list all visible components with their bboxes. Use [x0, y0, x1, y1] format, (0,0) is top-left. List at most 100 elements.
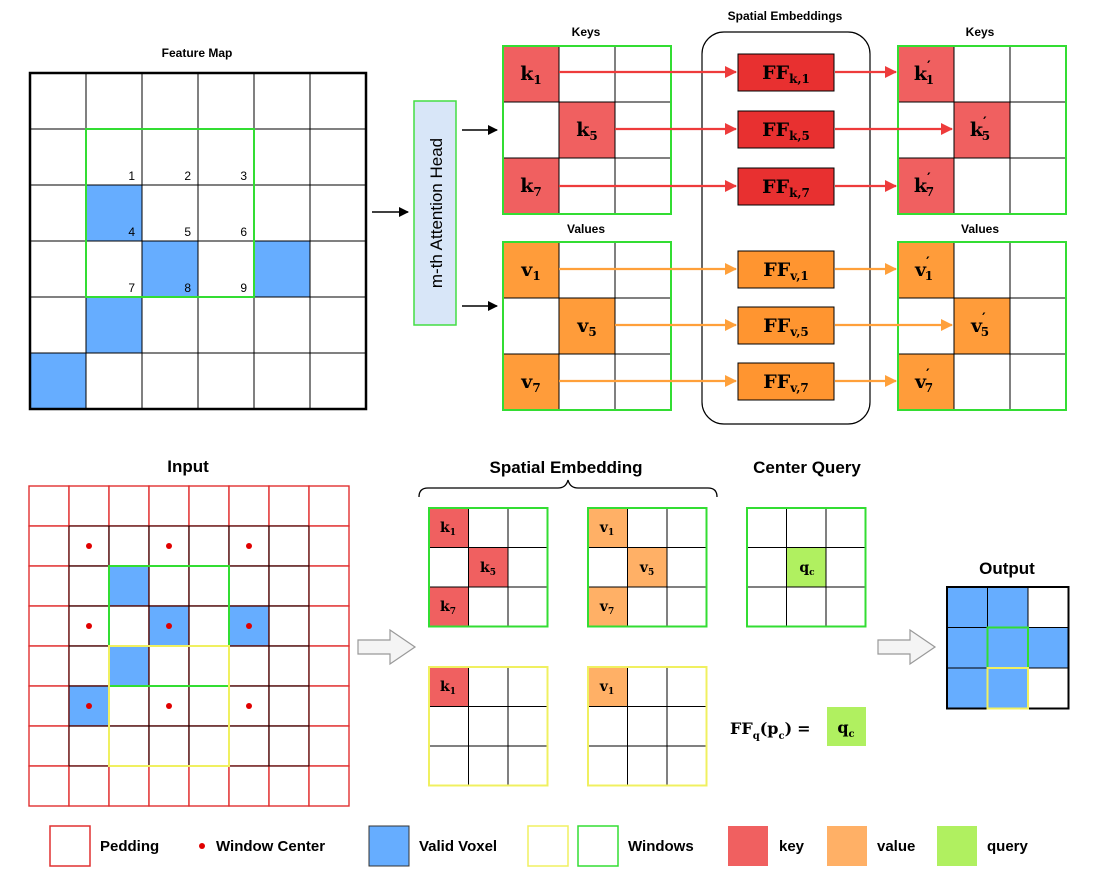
se-value-grid-yellow-cell [627, 745, 668, 786]
formula-arg: (p [760, 719, 779, 738]
keys-cell [558, 101, 616, 159]
keys-out-label-sub: 5 [982, 129, 990, 143]
legend-windows-label: Windows [628, 838, 694, 855]
values-label-sub: 1 [532, 269, 540, 283]
feature-map-cell [253, 72, 311, 130]
window-center-dot [166, 703, 172, 709]
feature-map-cell [197, 352, 255, 410]
ff-sub: v,7 [789, 381, 809, 395]
formula-rhs-sub: c [849, 729, 855, 740]
se-value-grid-yellow-cell [666, 745, 707, 786]
keys-out-label-prime: ′ [983, 115, 987, 131]
formula-ff-sub: q [753, 731, 760, 742]
values-cell [502, 241, 560, 299]
values-out-label-sub: 1 [925, 269, 933, 283]
window-center-dot [86, 703, 92, 709]
keys-label-base: k [520, 63, 534, 85]
values-label-sub: 7 [532, 381, 540, 395]
values-out-label-base: v [914, 371, 927, 393]
se-v5-label: v5 [639, 560, 654, 578]
ff-values-label-7: FFv,7 [763, 371, 809, 395]
keys-label-sub: 5 [589, 129, 597, 143]
legend-query-label: query [987, 838, 1029, 855]
ff-values-box-5 [737, 306, 835, 345]
input-cell [308, 605, 350, 647]
legend-key-swatch [728, 826, 768, 866]
legend-padding-swatch [49, 825, 91, 867]
legend-window-center-dot [199, 843, 205, 849]
input-cell [68, 565, 110, 607]
feature-map-cell [253, 184, 311, 242]
ff-base: FF [763, 315, 790, 337]
window-index-label: 8 [184, 281, 191, 295]
keys-out-cell [897, 157, 955, 215]
input-cell [188, 565, 230, 607]
legend-window-yellow-swatch [527, 825, 569, 867]
values-label-base: v [520, 259, 533, 281]
se-key-grid-cell [428, 586, 469, 627]
se-v7-label-sub: 7 [608, 607, 614, 617]
values-out-cell [953, 353, 1011, 411]
ff-sub: v,1 [789, 269, 809, 283]
input-cell [108, 605, 150, 647]
input-cell [28, 725, 70, 767]
se-k5-label: k5 [480, 560, 496, 578]
keys-out-cell [1009, 157, 1067, 215]
input-cell [108, 525, 150, 567]
input-cell [188, 685, 230, 727]
legend-valid-voxel-swatch [368, 825, 410, 867]
input-cell [268, 525, 310, 567]
window-center-dot [86, 543, 92, 549]
legend-window-center-label: Window Center [216, 838, 325, 855]
output-valid-cell [946, 627, 988, 669]
legend-window-green-swatch [577, 825, 619, 867]
center-query-grid-cell [746, 507, 787, 548]
feature-map-cell [141, 72, 199, 130]
legend-value-label: value [877, 838, 915, 855]
input-cell [268, 725, 310, 767]
center-query-grid-cell [786, 547, 827, 588]
input-window-green [108, 565, 230, 687]
feature-map-cell [253, 128, 311, 186]
curly-brace [418, 479, 718, 498]
keys-out-cell [1009, 101, 1067, 159]
se-k7-label-sub: 7 [450, 607, 456, 617]
se-key-grid-yellow-cell [507, 706, 548, 747]
input-grid [28, 485, 350, 807]
formula-rhs: q [837, 718, 848, 737]
input-cell [148, 565, 190, 607]
hollow-arrow-right [877, 628, 937, 666]
input-cell [28, 605, 70, 647]
output-valid-cell [987, 586, 1029, 628]
window-center-dot [246, 703, 252, 709]
se-value-grid-yellow-cell [627, 666, 668, 707]
window-index-label: 3 [240, 169, 247, 183]
input-cell [268, 605, 310, 647]
center-query-title: Center Query [753, 458, 861, 477]
se-k1-yellow-label-base: k [440, 679, 450, 695]
se-v5-label-base: v [639, 560, 649, 576]
values-label-base: v [576, 315, 589, 337]
input-cell [308, 485, 350, 527]
attention-head-box: m-th Attention Head [413, 100, 457, 326]
ff-keys-label-1: FFk,1 [762, 62, 810, 86]
formula-eq: = [797, 719, 810, 738]
feature-map-cell [141, 128, 199, 186]
ff-keys-box-5 [737, 110, 835, 149]
keys-label-base: k [576, 119, 590, 141]
input-cell [28, 685, 70, 727]
center-query-grid-border [746, 507, 867, 628]
center-query-grid-cell [825, 547, 866, 588]
input-cell [308, 685, 350, 727]
ff-keys-box-1 [737, 53, 835, 92]
keys-label-1: k1 [520, 63, 542, 87]
window-index-label: 9 [240, 281, 247, 295]
ff-keys-box-7 [737, 167, 835, 206]
values-out-label-base: v [970, 315, 983, 337]
ff-values-box-1 [737, 250, 835, 289]
feature-map-grid: 1 2 3 4 5 6 7 8 9 [28, 71, 368, 411]
legend-key-label: key [779, 838, 805, 855]
ff-sub: v,5 [789, 325, 809, 339]
